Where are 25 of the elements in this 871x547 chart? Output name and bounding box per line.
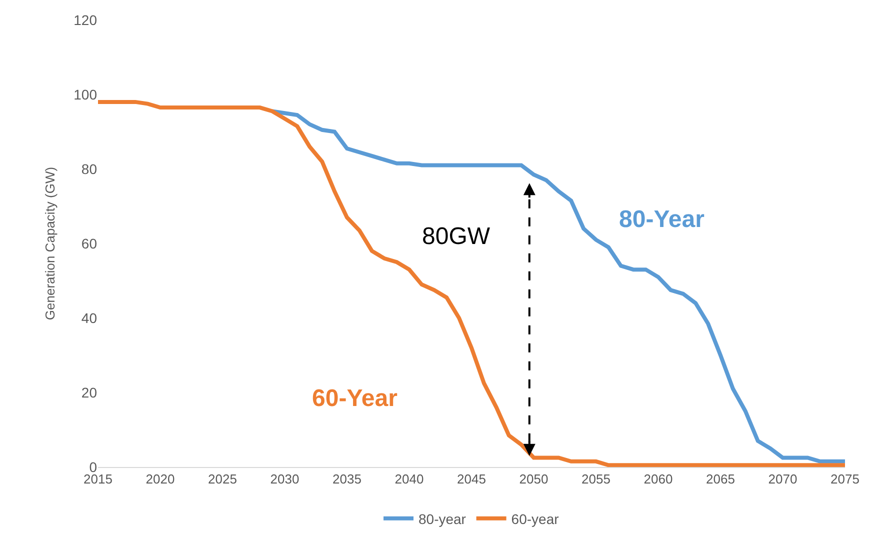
x-tick-label: 2045 bbox=[457, 472, 486, 487]
legend-label: 60-year bbox=[511, 510, 560, 527]
x-tick-label: 2075 bbox=[830, 472, 860, 487]
y-tick-label: 40 bbox=[81, 310, 98, 326]
annotation: 60-Year bbox=[312, 385, 398, 412]
y-tick-label: 60 bbox=[81, 235, 98, 252]
x-tick-label: 2060 bbox=[644, 472, 673, 487]
x-tick-label: 2040 bbox=[394, 472, 424, 487]
legend-label: 80-year bbox=[418, 510, 466, 527]
x-tick-label: 2020 bbox=[146, 472, 175, 487]
annotation: 80GW bbox=[422, 223, 490, 250]
x-tick-label: 2030 bbox=[270, 472, 300, 487]
x-tick-label: 2065 bbox=[706, 472, 735, 487]
x-tick-label: 2035 bbox=[332, 472, 362, 487]
y-tick-label: 100 bbox=[74, 86, 98, 102]
x-tick-label: 2055 bbox=[582, 472, 610, 487]
annotation: 80-Year bbox=[619, 206, 704, 233]
y-tick-label: 80 bbox=[81, 160, 98, 177]
x-tick-label: 2050 bbox=[519, 472, 548, 487]
x-tick-label: 2025 bbox=[208, 472, 237, 487]
x-tick-label: 2070 bbox=[768, 472, 798, 487]
y-axis-title: Generation Capacity (GW) bbox=[42, 166, 58, 320]
line-series bbox=[98, 100, 845, 467]
y-tick-label: 120 bbox=[74, 12, 98, 28]
y-tick-label: 20 bbox=[81, 384, 98, 400]
